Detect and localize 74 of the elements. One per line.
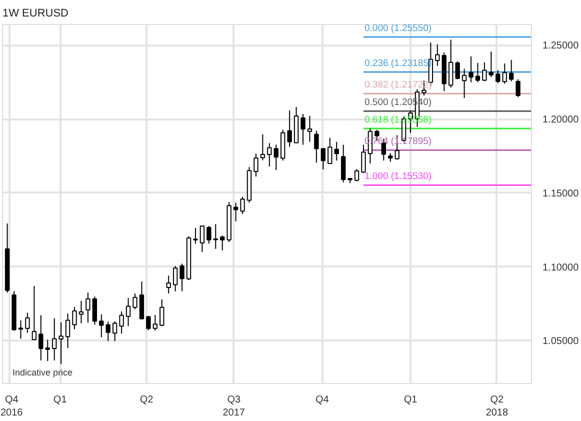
candlestick xyxy=(482,62,487,82)
candlestick xyxy=(180,263,184,292)
candlestick xyxy=(200,226,205,252)
candlestick xyxy=(213,224,218,250)
candlestick xyxy=(18,320,24,340)
candlestick xyxy=(65,312,70,349)
candlestick xyxy=(340,144,346,183)
candlestick xyxy=(260,134,266,161)
candlestick xyxy=(300,114,306,146)
candlestick xyxy=(132,293,138,310)
y-tick-label: 1.15000 xyxy=(542,188,580,200)
chart-title: 1W EURUSD xyxy=(2,8,69,20)
candlestick xyxy=(45,339,50,362)
candlestick xyxy=(25,312,30,334)
candlestick xyxy=(160,298,164,327)
x-tick-label: Q1 xyxy=(53,394,68,406)
candlestick xyxy=(334,141,339,162)
candlestick xyxy=(119,310,124,334)
candlestick xyxy=(475,62,480,83)
candlestick xyxy=(32,285,37,340)
candlestick xyxy=(267,142,272,167)
candlestick xyxy=(488,51,494,78)
candlestick xyxy=(287,110,292,148)
candlestick xyxy=(274,144,278,171)
candlestick xyxy=(52,318,57,361)
candlestick xyxy=(516,78,520,98)
candlestick xyxy=(106,321,110,342)
series-label: 1.000 (1.15530) xyxy=(364,171,432,182)
x-tick-label: Q1 xyxy=(404,394,418,406)
candlestick xyxy=(152,314,158,332)
candlestick xyxy=(172,265,178,292)
candlestick xyxy=(99,314,104,338)
candlestick xyxy=(58,322,64,364)
y-tick-label: 1.05000 xyxy=(542,336,580,348)
candlestick xyxy=(240,196,245,215)
series-label: 0.000 (1.25550) xyxy=(364,23,432,34)
candlestick xyxy=(72,306,77,330)
candlestick xyxy=(193,227,198,244)
candlestick xyxy=(112,320,118,342)
y-tick-label: 1.25000 xyxy=(542,40,580,52)
candlestick xyxy=(139,281,144,320)
candlestick xyxy=(462,68,467,99)
candlestick xyxy=(166,275,171,294)
annotation: Indicative price xyxy=(12,368,73,378)
x-tick-label: Q4 xyxy=(316,394,330,406)
candlestick xyxy=(86,292,90,324)
candlestick xyxy=(328,137,332,164)
candlestick xyxy=(126,297,131,327)
candlestick xyxy=(38,314,44,361)
candlestick xyxy=(92,296,98,326)
candlestick xyxy=(146,315,151,331)
candlestick xyxy=(320,148,326,170)
candlestick xyxy=(361,144,366,174)
candlestick xyxy=(502,63,507,84)
candlestick xyxy=(435,44,440,66)
candlestick xyxy=(307,115,312,142)
candlestick xyxy=(455,60,460,80)
candlestick xyxy=(78,300,84,324)
candlestick xyxy=(496,70,500,84)
x-tick-label: Q2 2018 xyxy=(486,394,508,419)
candlestick xyxy=(468,56,474,83)
candlestick xyxy=(448,39,454,88)
x-tick-label: Q4 2016 xyxy=(0,394,24,419)
candlestick xyxy=(233,202,238,222)
candlestick xyxy=(314,130,319,164)
y-tick-label: 1.20000 xyxy=(542,114,580,126)
candlestick xyxy=(206,226,212,244)
candlestick xyxy=(354,168,360,182)
candlestick xyxy=(508,59,514,82)
x-tick-label: Q3 2017 xyxy=(222,394,246,419)
y-tick-label: 1.10000 xyxy=(542,262,580,274)
candlestick xyxy=(254,153,258,178)
candlestick xyxy=(220,234,225,251)
x-tick-label: Q2 xyxy=(140,394,154,406)
